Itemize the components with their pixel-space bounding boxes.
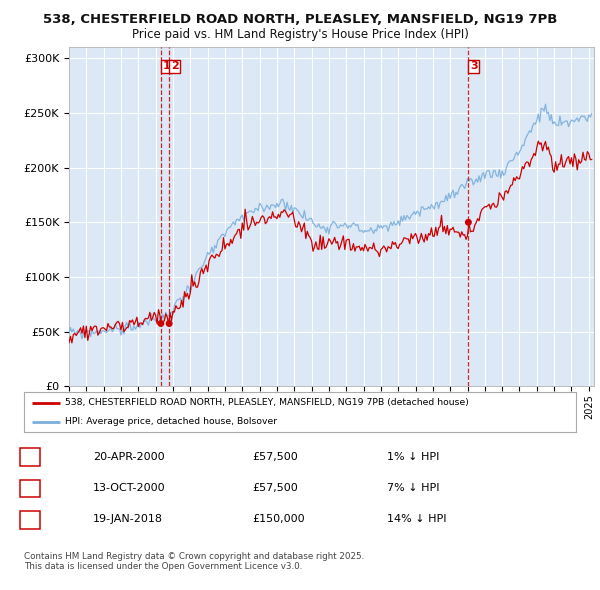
Text: 14% ↓ HPI: 14% ↓ HPI [387,514,446,524]
Point [156,319,166,328]
Text: 13-OCT-2000: 13-OCT-2000 [93,483,166,493]
Text: £150,000: £150,000 [252,514,305,524]
Text: 1: 1 [26,452,34,461]
Text: 1% ↓ HPI: 1% ↓ HPI [387,452,439,461]
Text: 7% ↓ HPI: 7% ↓ HPI [387,483,439,493]
Text: 538, CHESTERFIELD ROAD NORTH, PLEASLEY, MANSFIELD, NG19 7PB: 538, CHESTERFIELD ROAD NORTH, PLEASLEY, … [43,13,557,26]
Text: 20-APR-2000: 20-APR-2000 [93,452,164,461]
Point [164,319,174,328]
Text: 1: 1 [163,61,170,71]
Text: £57,500: £57,500 [252,452,298,461]
Text: Contains HM Land Registry data © Crown copyright and database right 2025.
This d: Contains HM Land Registry data © Crown c… [24,552,364,571]
Text: 19-JAN-2018: 19-JAN-2018 [93,514,163,524]
Text: 3: 3 [26,514,34,524]
Text: 538, CHESTERFIELD ROAD NORTH, PLEASLEY, MANSFIELD, NG19 7PB (detached house): 538, CHESTERFIELD ROAD NORTH, PLEASLEY, … [65,398,469,407]
Point [464,218,473,227]
Text: £57,500: £57,500 [252,483,298,493]
Text: 2: 2 [171,61,179,71]
Text: 3: 3 [470,61,478,71]
Text: 2: 2 [26,483,34,493]
Text: HPI: Average price, detached house, Bolsover: HPI: Average price, detached house, Bols… [65,417,278,427]
Text: Price paid vs. HM Land Registry's House Price Index (HPI): Price paid vs. HM Land Registry's House … [131,28,469,41]
